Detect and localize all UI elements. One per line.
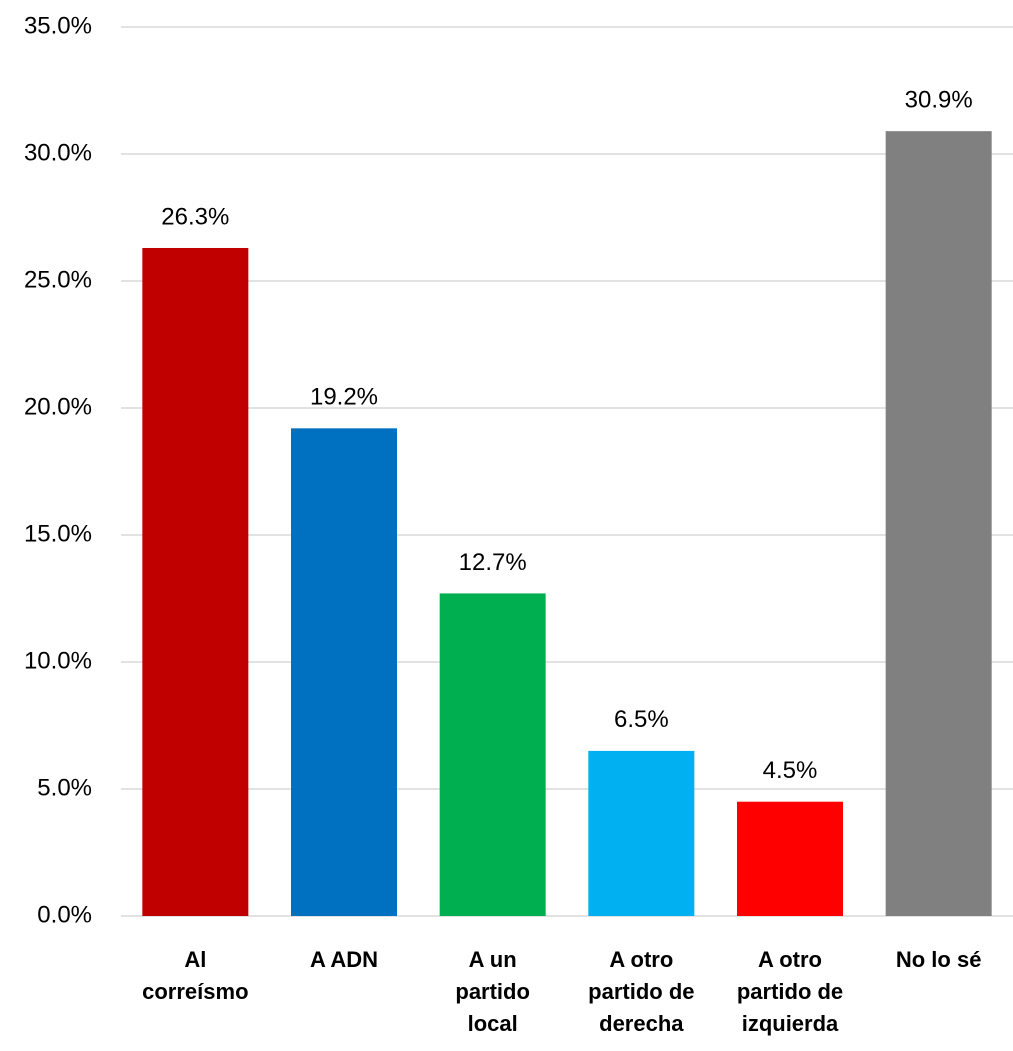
bar [885, 131, 992, 916]
bar [291, 428, 397, 916]
y-tick-label: 15.0% [24, 520, 92, 547]
bar [439, 593, 546, 916]
value-label: 4.5% [763, 757, 818, 784]
bar [737, 801, 843, 916]
y-tick-label: 20.0% [24, 393, 92, 420]
bar [142, 247, 249, 917]
y-tick-label: 10.0% [24, 647, 92, 674]
x-tick-label: A un partido local [455, 947, 530, 1036]
value-label: 12.7% [459, 549, 527, 576]
y-tick-label: 5.0% [37, 774, 92, 801]
x-tick-label: A otro partido de izquierda [736, 947, 844, 1036]
x-tick-label: A otro partido de derecha [588, 947, 695, 1036]
y-tick-label: 25.0% [24, 266, 92, 293]
x-tick-label: No lo sé [895, 947, 982, 972]
value-label: 30.9% [905, 86, 973, 113]
value-label: 19.2% [310, 384, 378, 411]
value-label: 26.3% [161, 203, 229, 230]
bar [588, 750, 695, 916]
x-tick-label: Al correísmo [142, 947, 249, 1004]
x-tick-label: A ADN [309, 947, 379, 972]
y-tick-label: 0.0% [37, 901, 92, 928]
value-label: 6.5% [614, 706, 669, 733]
y-tick-label: 30.0% [24, 139, 92, 166]
y-tick-label: 35.0% [24, 12, 92, 39]
